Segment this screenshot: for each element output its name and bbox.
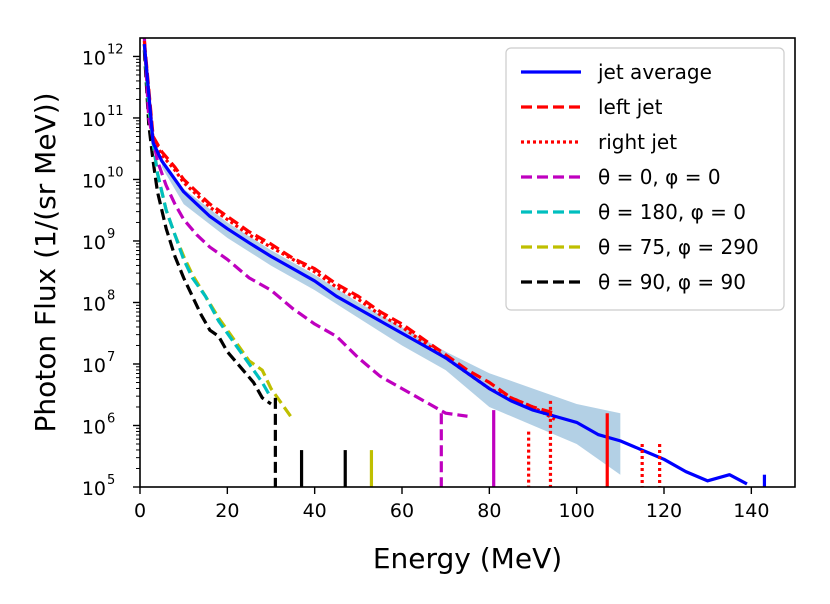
legend-label-theta0-phi0: θ = 0, φ = 0 [598, 165, 721, 189]
legend-box [505, 47, 785, 311]
y-tick-exponent: 12 [107, 42, 124, 57]
x-tick-label: 140 [733, 500, 769, 522]
y-tick-exponent: 5 [107, 473, 115, 488]
y-tick-exponent: 7 [107, 350, 115, 365]
x-axis-label: Energy (MeV) [373, 542, 562, 575]
legend-label-theta180-phi0: θ = 180, φ = 0 [598, 200, 746, 224]
x-tick-label: 80 [477, 500, 501, 522]
y-axis-label: Photon Flux (1/(sr MeV)) [29, 92, 62, 432]
y-tick-label: 10 [82, 170, 106, 192]
series-line-jet-average [142, 44, 748, 486]
x-tick-label: 100 [559, 500, 595, 522]
x-tick-label: 0 [134, 500, 146, 522]
legend-label-left-jet: left jet [598, 95, 663, 119]
y-tick-label: 10 [82, 47, 106, 69]
plot-frame [139, 37, 796, 488]
series-line-theta180-phi0 [142, 44, 273, 399]
legend-label-jet-average: jet average [597, 60, 712, 84]
y-tick-label: 10 [82, 109, 106, 131]
y-tick-label: 10 [82, 355, 106, 377]
y-tick-label: 10 [82, 478, 106, 500]
legend-label-right-jet: right jet [598, 130, 677, 154]
legend-label-theta75-phi290: θ = 75, φ = 290 [598, 235, 759, 259]
y-tick-exponent: 8 [107, 288, 115, 303]
series-line-theta90-phi90 [142, 50, 272, 406]
series-line-right-jet [142, 44, 556, 421]
y-tick-label: 10 [82, 232, 106, 254]
y-tick-exponent: 10 [107, 165, 124, 180]
x-tick-label: 20 [215, 500, 239, 522]
y-tick-label: 10 [82, 416, 106, 438]
legend: jet average left jet right jet θ = 0, φ = 0… [505, 47, 785, 311]
series-line-theta0-phi0 [142, 38, 468, 418]
series-line-left-jet [142, 40, 556, 415]
legend-label-theta90-phi90: θ = 90, φ = 90 [598, 270, 746, 294]
plot-area [142, 38, 767, 487]
x-tick-label: 120 [646, 500, 682, 522]
x-tick-label: 40 [303, 500, 327, 522]
y-tick-exponent: 11 [107, 104, 124, 119]
y-tick-exponent: 9 [107, 227, 115, 242]
y-tick-label: 10 [82, 293, 106, 315]
x-tick-label: 60 [390, 500, 414, 522]
y-tick-exponent: 6 [107, 411, 115, 426]
